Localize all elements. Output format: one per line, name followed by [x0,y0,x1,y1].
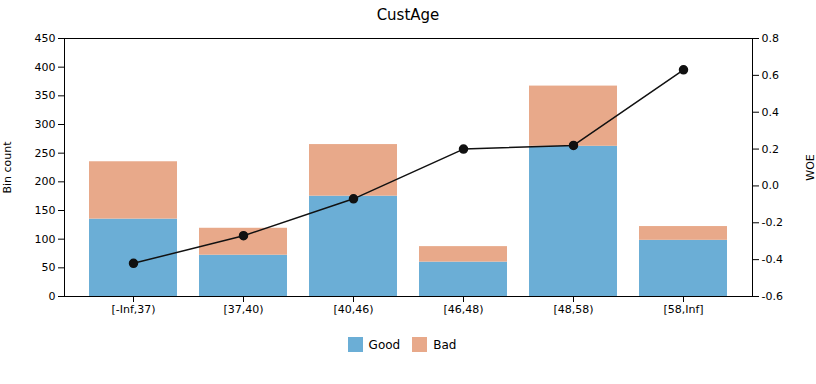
html-text:Good: Good [368,337,401,352]
svg-text:[40,46): [40,46) [333,303,373,316]
svg-text:150: 150 [35,204,56,217]
svg-text:[58,Inf]: [58,Inf] [663,303,703,316]
svg-text:[-Inf,37): [-Inf,37) [111,303,155,316]
svg-text:Bin count: Bin count [1,141,14,194]
html-text:CustAge: CustAge [376,6,440,24]
svg-text:0.4: 0.4 [762,106,780,119]
svg-text:-0.4: -0.4 [762,253,783,266]
svg-text:-0.2: -0.2 [762,216,783,229]
svg-text:WOE: WOE [804,154,816,181]
svg-text:400: 400 [35,61,56,74]
svg-text:0: 0 [49,290,56,303]
svg-text:0.6: 0.6 [762,69,780,82]
svg-text:50: 50 [42,261,56,274]
svg-text:[46,48): [46,48) [443,303,483,316]
svg-text:300: 300 [35,118,56,131]
svg-text:[48,58): [48,58) [553,303,593,316]
svg-text:-0.6: -0.6 [762,290,783,303]
html-text:Bad: Bad [433,337,457,352]
svg-text:200: 200 [35,175,56,188]
svg-text:250: 250 [35,147,56,160]
svg-text:0.8: 0.8 [762,32,780,45]
svg-text:[37,40): [37,40) [223,303,263,316]
svg-text:0.0: 0.0 [762,179,780,192]
svg-text:450: 450 [35,32,56,45]
svg-text:0.2: 0.2 [762,143,780,156]
svg-text:100: 100 [35,233,56,246]
svg-text:350: 350 [35,89,56,102]
